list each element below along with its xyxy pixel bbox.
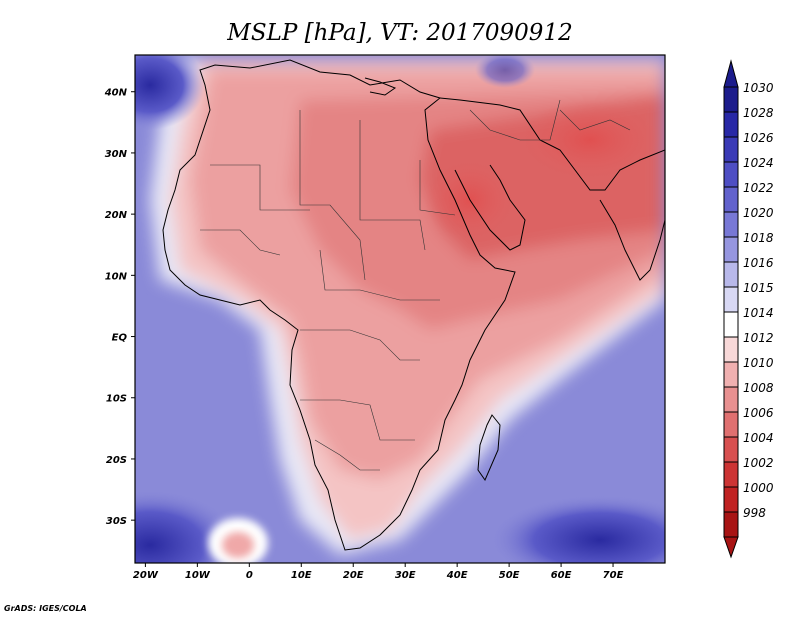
border-line: [300, 329, 420, 361]
colorbar-swatch: [723, 361, 739, 388]
border-line: [299, 110, 366, 281]
colorbar-swatch: [723, 111, 739, 138]
y-tick-label: 20N: [105, 210, 128, 221]
colorbar-label: 1002: [743, 456, 774, 470]
x-tick-label: 60E: [551, 570, 572, 581]
colorbar-swatch: [723, 136, 739, 163]
y-axis: 40N 30N 20N 10N EQ 10S 20S 30S: [104, 88, 135, 527]
arabia-coastline: [454, 164, 526, 251]
border-line: [210, 164, 310, 211]
colorbar-swatch: [723, 411, 739, 438]
colorbar-label: 1018: [743, 231, 774, 245]
asia-coastline: [439, 97, 665, 191]
india-coastline: [599, 199, 665, 281]
colorbar-label: 1006: [743, 406, 774, 420]
country-borders: [200, 99, 631, 471]
mascarene-high: [490, 495, 665, 563]
colorbar-label: 1010: [743, 356, 774, 370]
x-tick-label: 30E: [395, 570, 416, 581]
colorbar-label: 1008: [743, 381, 774, 395]
colorbar-swatch: [723, 211, 739, 238]
y-tick-label: 30N: [105, 149, 128, 160]
chart-title: MSLP [hPa], VT: 2017090912: [226, 20, 572, 46]
border-line: [200, 229, 281, 256]
y-tick-label: 10N: [105, 271, 128, 282]
border-line: [300, 399, 415, 441]
colorbar-swatch: [723, 336, 739, 363]
colorbar-label: 1022: [743, 181, 774, 195]
colorbar-swatch: [723, 161, 739, 188]
colorbar-label: 1016: [743, 256, 774, 270]
border-line: [319, 249, 440, 301]
colorbar-label: 1024: [743, 156, 774, 170]
colorbar-swatch: [723, 86, 739, 113]
y-tick-label: 30S: [106, 516, 127, 527]
colorbar-label: 1014: [743, 306, 774, 320]
colorbar-swatch: [723, 261, 739, 288]
x-tick-label: 40E: [446, 570, 468, 581]
cutoff-low-core: [222, 532, 254, 558]
y-tick-label: EQ: [112, 333, 128, 344]
map-frame: [134, 54, 666, 564]
y-tick-label: 20S: [106, 455, 127, 466]
grads-credit: GrADS: IGES/COLA: [4, 604, 87, 613]
y-tick-label: 10S: [106, 394, 127, 405]
africa-coastline: [162, 59, 516, 551]
colorbar: 1030 1028 1026 1024 1022 1020 1018 1016 1015 1014…: [723, 59, 774, 559]
colorbar-bottom-arrow: [723, 536, 739, 559]
colorbar-swatch: [723, 386, 739, 413]
x-tick-label: 20W: [133, 570, 159, 581]
colorbar-label: 998: [743, 506, 766, 520]
madagascar-coastline: [477, 414, 501, 482]
x-tick-label: 20E: [343, 570, 364, 581]
border-line: [559, 109, 631, 131]
eurasian-high: [475, 55, 535, 88]
mediterranean-coast: [364, 77, 397, 96]
colorbar-label: 1020: [743, 206, 774, 220]
border-line: [469, 99, 561, 141]
colorbar-swatch: [723, 486, 739, 513]
pressure-field: [135, 55, 665, 563]
colorbar-swatch: [723, 436, 739, 463]
colorbar-top-arrow: [723, 59, 739, 88]
border-line: [419, 160, 456, 216]
colorbar-label: 1000: [743, 481, 774, 495]
border-line: [359, 120, 426, 251]
azores-high: [135, 55, 205, 130]
colorbar-swatch: [723, 461, 739, 488]
y-tick-label: 40N: [104, 88, 128, 99]
colorbar-label: 1015: [743, 281, 774, 295]
colorbar-swatch: [723, 286, 739, 313]
colorbar-label: 1004: [743, 431, 774, 445]
colorbar-label: 1026: [743, 131, 774, 145]
colorbar-label: 1030: [743, 81, 774, 95]
colorbar-swatch: [723, 186, 739, 213]
x-axis: 20W 10W 0 10E 20E 30E 40E 50E 60E 70E: [133, 563, 624, 581]
colorbar-swatch: [723, 311, 739, 338]
x-tick-label: 10W: [185, 570, 211, 581]
colorbar-swatch: [723, 236, 739, 263]
x-tick-label: 70E: [603, 570, 624, 581]
colorbar-label: 1012: [743, 331, 774, 345]
colorbar-swatch: [723, 511, 739, 538]
x-tick-label: 0: [246, 570, 253, 581]
border-line: [314, 439, 380, 471]
x-tick-label: 10E: [291, 570, 312, 581]
colorbar-label: 1028: [743, 106, 774, 120]
x-tick-label: 50E: [499, 570, 520, 581]
coastlines: [162, 59, 665, 551]
